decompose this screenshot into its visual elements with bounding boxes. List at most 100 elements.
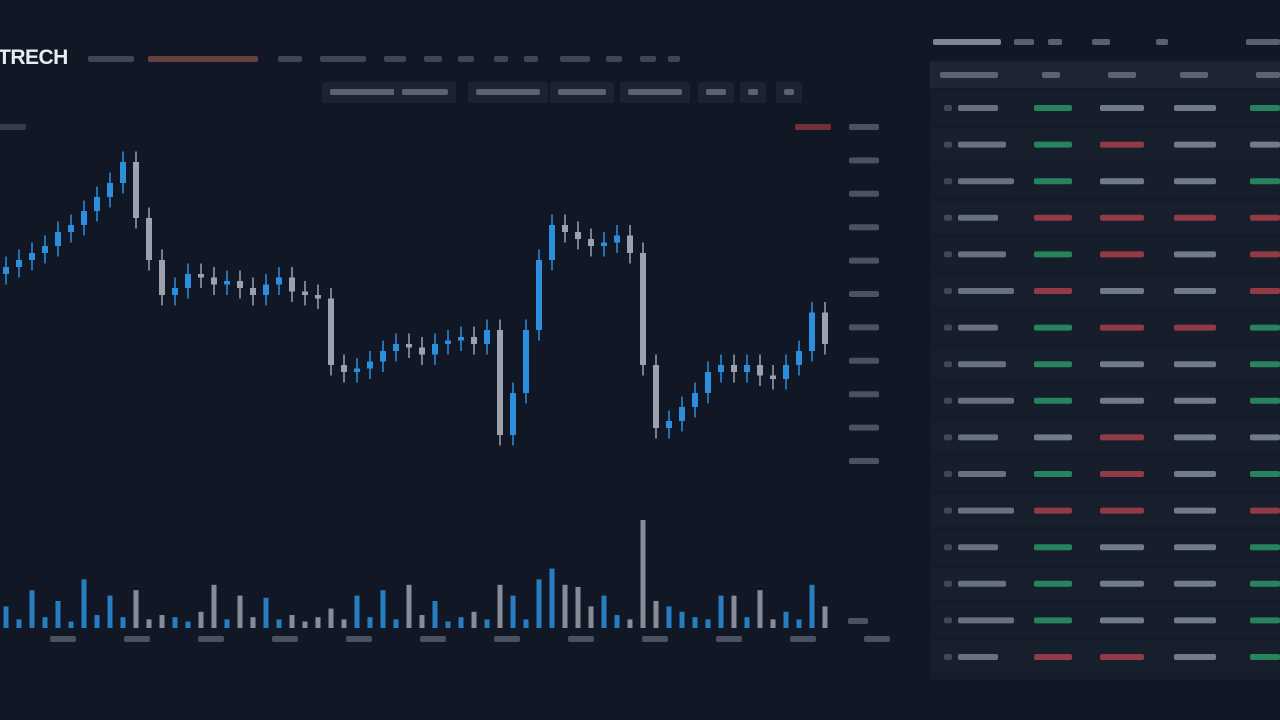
row-name xyxy=(958,654,998,660)
volume-bar xyxy=(198,611,204,628)
menu-item[interactable] xyxy=(606,56,622,62)
row-cell xyxy=(1174,544,1216,551)
menu-item[interactable] xyxy=(668,56,680,62)
row-icon xyxy=(944,617,952,624)
column-header xyxy=(1108,72,1136,78)
row-cell xyxy=(1250,324,1280,331)
row-cell xyxy=(1174,288,1216,294)
candle-body xyxy=(419,347,425,355)
column-header xyxy=(940,72,998,78)
volume-bar xyxy=(211,584,217,628)
volume-bar xyxy=(809,584,815,628)
volume-bar xyxy=(484,619,490,628)
volume-bar xyxy=(549,568,555,628)
row-cell xyxy=(1100,654,1144,660)
candle-body xyxy=(393,344,399,351)
menu-item[interactable] xyxy=(458,56,474,62)
row-cell xyxy=(1250,288,1280,294)
row-cell xyxy=(1034,141,1072,148)
row-name xyxy=(958,361,1006,368)
panel-icon[interactable] xyxy=(1156,39,1168,45)
row-cell xyxy=(1100,141,1144,148)
row-cell xyxy=(1174,324,1216,331)
volume-bar xyxy=(406,584,412,628)
volume-bar xyxy=(770,619,776,628)
volume-bar xyxy=(263,597,269,628)
menu-item[interactable] xyxy=(320,56,366,62)
volume-bar xyxy=(731,595,737,628)
row-name xyxy=(958,288,1014,294)
volume-bar xyxy=(393,619,399,628)
time-placeholder xyxy=(50,636,76,642)
row-icon xyxy=(944,361,952,368)
candle-body xyxy=(744,365,750,372)
candle-body xyxy=(315,295,321,299)
panel-icon[interactable] xyxy=(1246,39,1280,45)
row-cell xyxy=(1100,507,1144,514)
row-cell xyxy=(1174,105,1216,111)
volume-bar xyxy=(172,617,178,628)
candle-body xyxy=(94,197,100,211)
menu-item[interactable] xyxy=(560,56,590,62)
row-name xyxy=(958,324,998,331)
candle-body xyxy=(640,253,646,365)
panel-icon[interactable] xyxy=(1048,39,1062,45)
row-icon xyxy=(944,251,952,258)
volume-bar xyxy=(120,617,126,628)
row-cell xyxy=(1034,544,1072,551)
row-cell xyxy=(1034,654,1072,660)
row-cell xyxy=(1034,214,1072,221)
volume-bar xyxy=(16,619,22,628)
time-placeholder xyxy=(568,636,594,642)
volume-bar xyxy=(328,608,334,628)
row-cell xyxy=(1100,544,1144,551)
menu-item[interactable] xyxy=(524,56,538,62)
row-cell xyxy=(1250,214,1280,221)
row-cell xyxy=(1034,617,1072,624)
menu-item[interactable] xyxy=(494,56,508,62)
candle-body xyxy=(549,225,555,260)
candle-body xyxy=(536,260,542,330)
volume-bar xyxy=(796,619,802,628)
row-cell xyxy=(1174,141,1216,148)
panel-icon[interactable] xyxy=(1014,39,1034,45)
row-name xyxy=(958,214,998,221)
candle-body xyxy=(107,183,113,197)
candle-body xyxy=(29,253,35,260)
candle-body xyxy=(445,340,451,344)
menu-item[interactable] xyxy=(640,56,656,62)
volume-bar xyxy=(367,617,373,628)
panel-icon[interactable] xyxy=(1092,39,1110,45)
volume-bar xyxy=(653,601,659,628)
row-cell xyxy=(1250,434,1280,441)
volume-bar xyxy=(705,619,711,628)
volume-bar xyxy=(744,617,750,628)
volume-bar xyxy=(55,601,61,628)
price-chart xyxy=(3,151,828,628)
candle-body xyxy=(354,368,360,372)
volume-bar xyxy=(380,590,386,628)
menu-item[interactable] xyxy=(88,56,134,62)
candle-body xyxy=(3,267,9,274)
candle-body xyxy=(133,162,139,218)
volume-bar xyxy=(3,606,9,628)
volume-bar xyxy=(432,601,438,628)
volume-bar xyxy=(276,619,282,628)
volume-bar xyxy=(627,619,633,628)
row-cell xyxy=(1100,105,1144,111)
axis-placeholder xyxy=(849,424,879,431)
axis-placeholder xyxy=(795,124,831,130)
volume-bar xyxy=(575,586,581,628)
row-cell xyxy=(1250,251,1280,258)
time-placeholder xyxy=(124,636,150,642)
axis-placeholder xyxy=(849,291,879,297)
candle-body xyxy=(341,365,347,372)
time-placeholder xyxy=(790,636,816,642)
menu-item[interactable] xyxy=(424,56,442,62)
candle-body xyxy=(172,288,178,295)
row-cell xyxy=(1034,434,1072,441)
menu-item[interactable] xyxy=(384,56,406,62)
menu-item[interactable] xyxy=(148,56,258,62)
menu-item[interactable] xyxy=(278,56,302,62)
